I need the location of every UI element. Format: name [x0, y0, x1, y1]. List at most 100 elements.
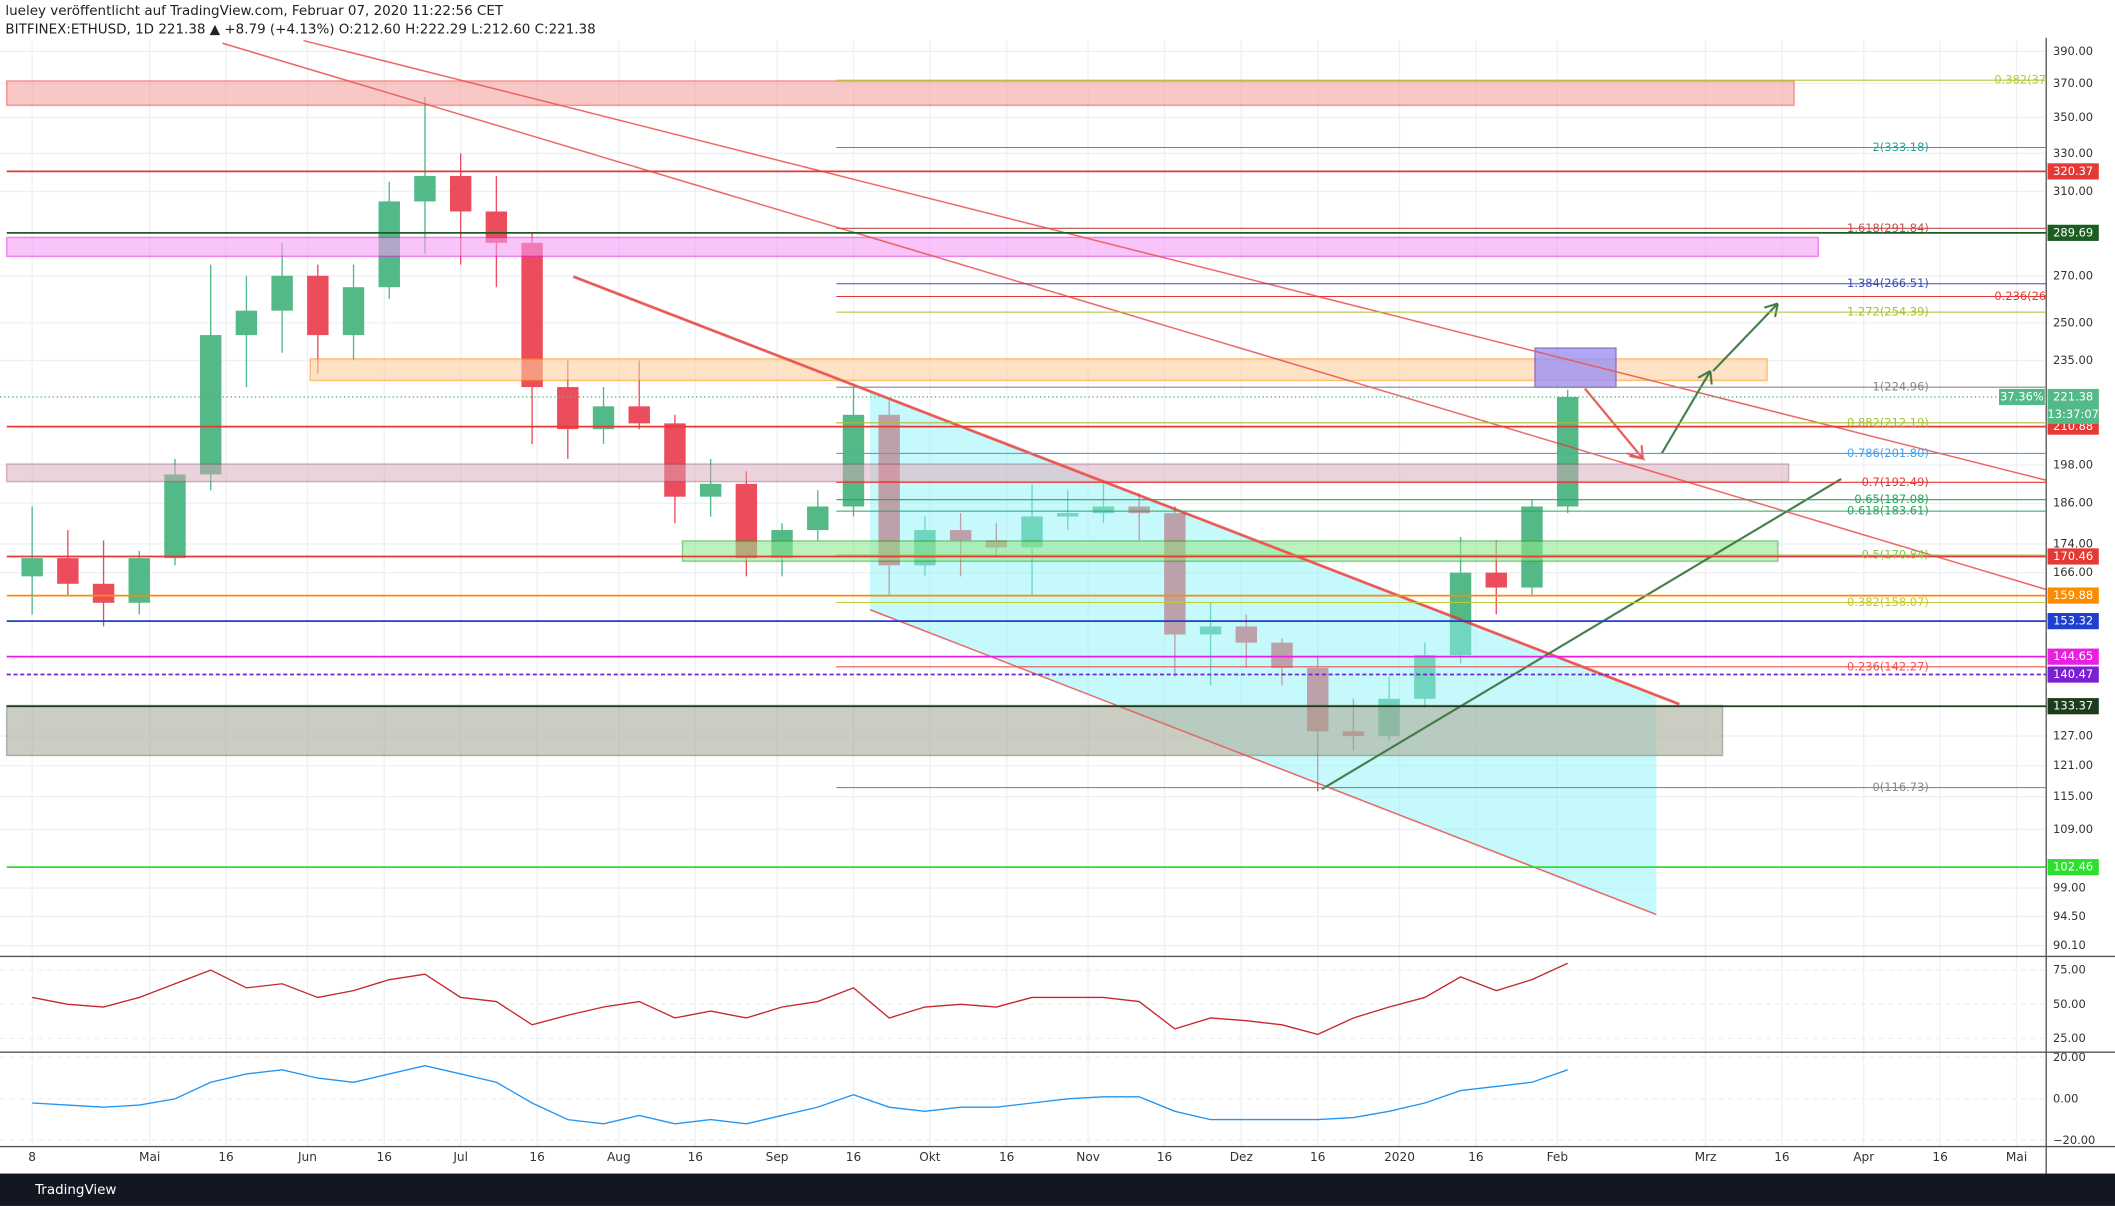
x-tick-label: Mai [2006, 1150, 2027, 1164]
price-tag-label: 159.88 [2053, 588, 2093, 602]
header-symbol: BITFINEX:ETHUSD, 1D 221.38 ▲ +8.79 (+4.1… [5, 22, 595, 38]
fib-label: 0.882(212.19) [1847, 415, 1929, 429]
x-tick-label: 16 [1468, 1150, 1483, 1164]
y-tick-label: 20.00 [2053, 1050, 2086, 1064]
price-tag [2047, 163, 2099, 180]
candle-body [842, 414, 865, 507]
candle-body [199, 335, 222, 475]
candle-body [664, 423, 686, 497]
zone [6, 236, 1819, 258]
zone [6, 704, 1724, 757]
y-tick-label: 75.00 [2053, 963, 2086, 977]
plot-area: 8 Mai 16 Jun 16 Jul 16 Aug 16 Sep 16 Okt 16 Nov 16 Dez 1… [0, 37, 2115, 1174]
y-tick-label: 235.00 [2053, 353, 2093, 367]
x-tick-label: Mrz [1695, 1150, 1717, 1164]
fib-label: 1.272(254.39) [1847, 305, 1929, 319]
countdown: 13:37:07 [2047, 407, 2098, 421]
candle-body [449, 175, 472, 212]
fib-label: 0.618(183.61) [1847, 504, 1929, 518]
x-tick-label: Dez [1230, 1150, 1253, 1164]
zone [309, 358, 1768, 382]
price-tag-label: 144.65 [2053, 649, 2093, 663]
price-tag-label: 289.69 [2053, 225, 2093, 239]
y-tick-label: 166.00 [2053, 565, 2093, 579]
y-tick-label: 250.00 [2053, 315, 2093, 329]
footer-bar [0, 1173, 2115, 1206]
candle-body [592, 406, 615, 430]
zone [6, 80, 1795, 106]
x-tick-label: 8 [28, 1150, 36, 1164]
price-tag [2047, 224, 2099, 241]
candle-body [414, 175, 436, 202]
y-tick-label: 90.10 [2053, 938, 2086, 952]
candle-body [307, 275, 329, 336]
candle-body [342, 287, 365, 336]
fib-label: 0.236(26 [1994, 289, 2046, 303]
indicator-line [32, 1064, 1568, 1125]
fib-label: 0.7(192.49) [1862, 475, 1929, 489]
price-tag-label: 153.32 [2053, 614, 2093, 628]
candle-body [557, 387, 579, 430]
y-tick-label: 99.00 [2053, 881, 2086, 895]
x-tick-label: Feb [1547, 1150, 1569, 1164]
price-tag-label: 133.37 [2053, 699, 2093, 713]
x-tick-label: 16 [846, 1150, 861, 1164]
price-tag [2047, 613, 2099, 630]
arrow [1584, 387, 1644, 460]
candle-body [485, 211, 508, 243]
zone [681, 540, 1779, 562]
price-tag [2047, 648, 2099, 665]
last-price-label: 221.38 [2053, 389, 2093, 403]
fib-label: 0.65(187.08) [1854, 492, 1929, 506]
x-tick-label: Okt [919, 1150, 941, 1164]
channel-fill [870, 391, 1657, 915]
x-tick-label: Aug [607, 1150, 631, 1164]
fib-label: 0.786(201.80) [1847, 446, 1929, 460]
y-tick-label: 330.00 [2053, 146, 2093, 160]
trendline [222, 42, 2047, 591]
header-author: lueley veröffentlicht auf TradingView.co… [5, 3, 503, 19]
y-tick-label: 350.00 [2053, 110, 2093, 124]
candle-body [235, 310, 258, 336]
x-tick-label: 16 [1774, 1150, 1789, 1164]
y-tick-label: 370.00 [2053, 76, 2093, 90]
price-tag-label: 140.47 [2053, 667, 2093, 681]
x-tick-label: 16 [999, 1150, 1014, 1164]
y-tick-label: 121.00 [2053, 758, 2093, 772]
y-tick-label: 115.00 [2053, 789, 2093, 803]
candle-body [628, 406, 650, 424]
trendline [303, 39, 2047, 481]
x-tick-label: Nov [1076, 1150, 1100, 1164]
fib-label: 0.236(142.27) [1847, 659, 1929, 673]
y-tick-label: 94.50 [2053, 909, 2086, 923]
price-tag-label: 102.46 [2053, 860, 2093, 874]
trendline [1321, 478, 1842, 791]
x-tick-label: Jun [297, 1150, 317, 1164]
y-tick-label: 310.00 [2053, 184, 2093, 198]
price-tag [2047, 548, 2099, 565]
y-tick-label: 109.00 [2053, 822, 2093, 836]
drawings [6, 39, 2047, 916]
candle-body [521, 242, 543, 388]
price-tag [2047, 698, 2099, 715]
y-tick-label: 186.00 [2053, 496, 2093, 510]
overlay: 320.37289.69210.88170.46159.88153.32144.… [0, 73, 2099, 876]
x-tick-label: 16 [1157, 1150, 1172, 1164]
y-tick-label: 198.00 [2053, 458, 2093, 472]
fib-label: 0(116.73) [1873, 780, 1929, 794]
y-tick-label: 174.00 [2053, 536, 2093, 550]
x-tick-label: Apr [1853, 1150, 1874, 1164]
y-tick-label: −20.00 [2053, 1133, 2095, 1147]
candle-body [1485, 572, 1507, 588]
candle-body [271, 275, 293, 311]
arrow [1660, 302, 1779, 454]
candle-body [164, 474, 186, 559]
price-tag [2047, 388, 2099, 424]
fib-label: 1.384(266.51) [1847, 276, 1929, 290]
y-tick-label: 50.00 [2053, 997, 2086, 1011]
trendline [869, 609, 1657, 916]
x-tick-label: 16 [529, 1150, 544, 1164]
candle-body [699, 483, 722, 497]
